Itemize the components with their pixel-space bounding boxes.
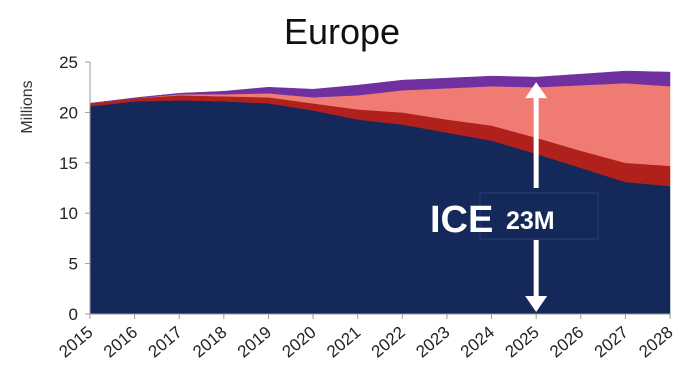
x-tick-label: 2024 [457, 323, 498, 362]
annotation-arrowhead-up [525, 82, 548, 99]
y-tick-label: 25 [59, 53, 78, 72]
x-tick-label: 2023 [412, 323, 453, 362]
x-tick-label: 2019 [234, 323, 275, 362]
x-tick-label: 2022 [368, 323, 409, 362]
area-series-4 [89, 70, 671, 104]
y-tick-label: 15 [59, 154, 78, 173]
x-tick-label: 2015 [55, 323, 96, 362]
y-tick-label: 5 [69, 255, 78, 274]
x-tick-label: 2016 [100, 323, 141, 362]
annotation-group: ICE 23M [430, 82, 599, 312]
x-tick-label: 2018 [189, 323, 230, 362]
annotation-label-box [479, 192, 599, 240]
x-tick-label: 2021 [323, 323, 364, 362]
annotation-label-ice: ICE [430, 199, 493, 241]
x-tick-label: 2020 [278, 323, 319, 362]
annotation-arrowhead-down [525, 295, 548, 312]
y-tick-label: 10 [59, 204, 78, 223]
chart-title: Europe [284, 11, 400, 52]
x-tick-label: 2027 [591, 323, 632, 362]
y-axis-label: Millions [19, 80, 36, 133]
x-tick-label: 2025 [502, 323, 543, 362]
y-tick-label: 0 [69, 305, 78, 324]
y-tick-label: 20 [59, 103, 78, 122]
area-series-group [89, 70, 671, 315]
x-tick-label: 2026 [546, 323, 587, 362]
annotation-label-value: 23M [506, 207, 555, 235]
x-tick-label: 2028 [635, 323, 674, 362]
x-tick-label: 2017 [145, 323, 186, 362]
